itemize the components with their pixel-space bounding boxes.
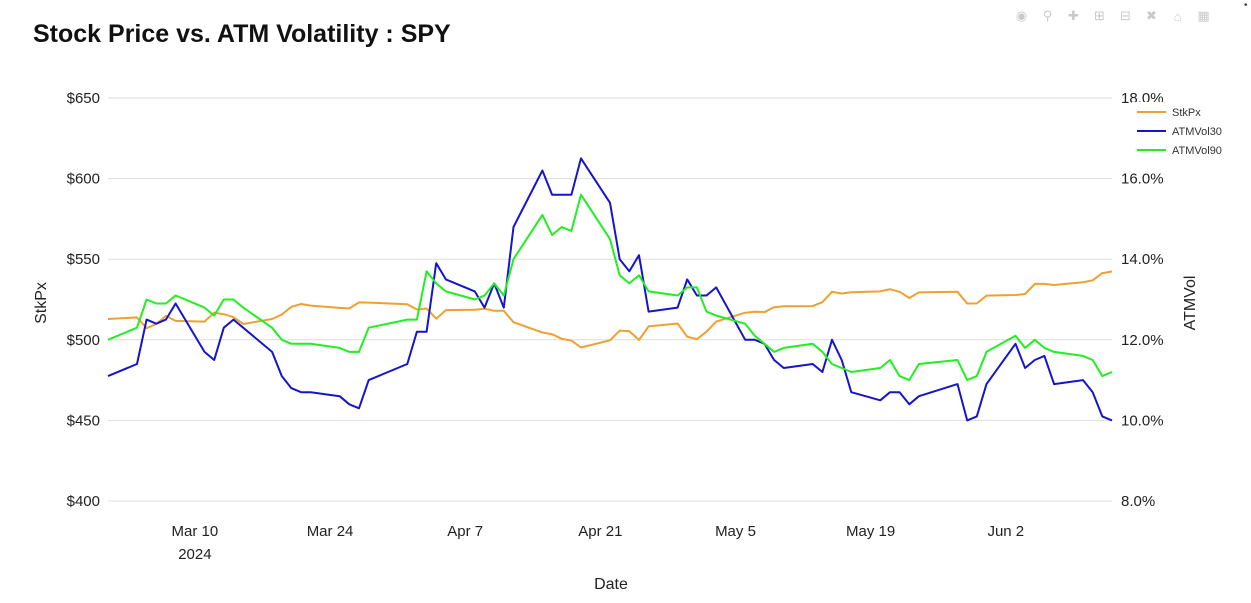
y2-tick-label: 16.0% <box>1121 171 1164 188</box>
x-tick-label: May 5 <box>715 523 756 540</box>
series-line-atmvol30 <box>107 157 1113 422</box>
y-tick-label: $450 <box>67 412 100 429</box>
x-axis-title: Date <box>594 576 628 593</box>
pan-icon[interactable]: ✚ <box>1068 8 1079 23</box>
y-tick-label: $550 <box>67 251 100 268</box>
y-axis-ticks: $400 $450 $500 $550 $600 $650 <box>67 90 100 510</box>
modebar[interactable]: ◉ ⚲ ✚ ⊞ ⊟ ✖ ⌂ ▦ <box>1010 5 1215 27</box>
y2-tick-label: 10.0% <box>1121 412 1164 429</box>
x-tick-label: Apr 7 <box>447 523 483 540</box>
camera-icon[interactable]: ◉ <box>1015 8 1028 23</box>
y-axis-title: StkPx <box>33 282 50 324</box>
x-tick-label: Mar 24 <box>307 523 354 540</box>
legend-item-label[interactable]: ATMVol90 <box>1172 145 1222 157</box>
reset-axes-icon[interactable]: ⌂ <box>1173 8 1182 24</box>
series-line-atmvol90 <box>107 193 1113 382</box>
x-tick-label: Apr 21 <box>578 523 622 540</box>
y-tick-label: $650 <box>67 90 100 107</box>
legend[interactable]: StkPx ATMVol30 ATMVol90 <box>1132 102 1232 160</box>
series-layer <box>107 157 1113 422</box>
corner-mark: • <box>1244 0 1248 11</box>
gridlines <box>108 97 1112 502</box>
y2-axis-title: ATMVol <box>1182 276 1199 331</box>
y2-tick-label: 14.0% <box>1121 251 1164 268</box>
x-year-label: 2024 <box>178 546 211 563</box>
x-tick-label: Mar 10 <box>172 523 219 540</box>
plotly-logo-icon[interactable]: ▦ <box>1197 8 1210 23</box>
y-tick-label: $500 <box>67 332 100 349</box>
x-tick-label: May 19 <box>846 523 895 540</box>
y-tick-label: $400 <box>67 493 100 510</box>
x-axis-ticks: Mar 10 Mar 24 Apr 7 Apr 21 May 5 May 19 Jun 2 2… <box>172 523 1025 563</box>
zoom-icon[interactable]: ⚲ <box>1042 8 1053 23</box>
y2-tick-label: 12.0% <box>1121 332 1164 349</box>
series-line-stkpx <box>107 270 1113 349</box>
autoscale-icon[interactable]: ✖ <box>1146 8 1157 23</box>
zoom-in-icon[interactable]: ⊞ <box>1094 8 1105 23</box>
legend-item-label[interactable]: StkPx <box>1172 107 1201 119</box>
legend-item-label[interactable]: ATMVol30 <box>1172 126 1222 138</box>
chart-title: Stock Price vs. ATM Volatility : SPY <box>33 20 451 48</box>
y-tick-label: $600 <box>67 171 100 188</box>
y2-tick-label: 8.0% <box>1121 493 1155 510</box>
zoom-out-icon[interactable]: ⊟ <box>1120 8 1131 23</box>
x-tick-label: Jun 2 <box>987 523 1024 540</box>
